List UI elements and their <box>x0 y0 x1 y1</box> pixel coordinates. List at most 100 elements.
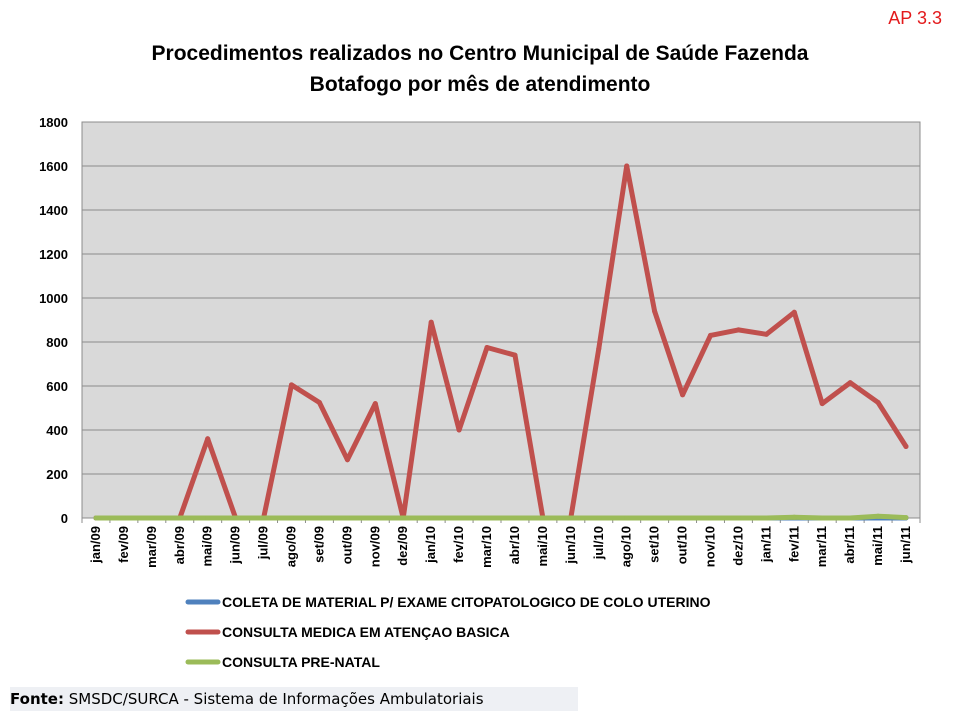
y-tick-label: 1400 <box>39 203 68 218</box>
x-tick-label: mar/10 <box>479 526 494 568</box>
x-tick-label: jul/09 <box>256 526 271 560</box>
corner-tag: AP 3.3 <box>888 8 942 28</box>
series-2-point <box>680 392 686 398</box>
x-tick-label: dez/10 <box>730 526 745 566</box>
series-2-point <box>596 346 602 352</box>
series-2-point <box>652 308 658 314</box>
x-tick-label: nov/10 <box>703 526 718 567</box>
series-3-point <box>763 515 769 521</box>
series-3-point <box>484 515 490 521</box>
y-tick-label: 400 <box>46 423 68 438</box>
source-text: SMSDC/SURCA - Sistema de Informações Amb… <box>68 690 484 708</box>
source-note: Fonte: SMSDC/SURCA - Sistema de Informaç… <box>10 687 578 711</box>
series-2-point <box>735 327 741 333</box>
source-prefix: Fonte: <box>10 690 64 708</box>
series-lines <box>93 163 909 521</box>
series-3-point <box>428 515 434 521</box>
series-2-point <box>903 444 909 449</box>
series-3-point <box>289 515 294 521</box>
gridlines <box>82 121 920 475</box>
x-tick-label: jun/11 <box>898 526 913 564</box>
x-tick-label: fev/10 <box>451 526 466 563</box>
series-3-point <box>456 515 462 521</box>
y-tick-label: 600 <box>46 379 68 394</box>
series-2-point <box>763 331 769 337</box>
series-2-point <box>205 436 211 442</box>
x-tick-label: mai/09 <box>200 526 215 566</box>
series-2-point <box>316 400 322 405</box>
y-tick-label: 0 <box>61 511 68 526</box>
legend: COLETA DE MATERIAL P/ EXAME CITOPATOLOGI… <box>185 594 711 670</box>
x-tick-label: set/10 <box>647 526 662 563</box>
series-2-point <box>819 401 825 407</box>
series-2-point <box>875 400 881 405</box>
x-tick-label: nov/09 <box>367 526 382 567</box>
series-3-point <box>205 515 211 521</box>
series-line-3 <box>93 513 909 521</box>
x-tick-label: mar/11 <box>814 526 829 567</box>
x-tick-label: ago/09 <box>284 526 299 567</box>
series-2-point <box>372 401 378 407</box>
series-3-point <box>121 515 127 521</box>
series-3-point <box>93 515 99 521</box>
series-3-point <box>708 515 713 521</box>
series-2-point <box>344 457 350 463</box>
chart-title-line1: Procedimentos realizados no Centro Munic… <box>151 42 809 65</box>
x-tick-label: ago/10 <box>619 526 634 567</box>
y-tick-label: 200 <box>46 467 68 482</box>
series-3-point <box>903 515 909 521</box>
x-tick-label: mai/10 <box>535 526 550 566</box>
series-3-point <box>372 515 378 521</box>
series-2-point <box>512 352 518 358</box>
series-2-point <box>624 163 630 169</box>
series-3-point <box>233 515 239 521</box>
series-3-point <box>540 515 546 521</box>
series-2-point <box>847 380 853 386</box>
x-tick-label: jun/09 <box>228 526 243 565</box>
series-2-point <box>289 382 294 388</box>
series-2-point <box>484 345 490 350</box>
series-3-point <box>344 515 350 521</box>
series-2-point <box>791 309 797 315</box>
x-tick-label: out/09 <box>339 526 354 564</box>
plot-area <box>81 121 921 519</box>
legend-label-1: COLETA DE MATERIAL P/ EXAME CITOPATOLOGI… <box>222 594 711 610</box>
x-tick-label: abr/09 <box>172 526 187 564</box>
x-tick-label: jan/10 <box>423 526 438 564</box>
series-3-point <box>875 513 881 519</box>
y-tick-label: 1000 <box>39 291 68 306</box>
x-tick-label: mai/11 <box>870 526 885 566</box>
series-3-point <box>791 514 797 520</box>
series-2-point <box>708 332 713 338</box>
x-tick-label: set/09 <box>311 526 326 563</box>
series-2-point <box>428 319 434 325</box>
legend-label-2: CONSULTA MEDICA EM ATENÇAO BASICA <box>222 624 510 640</box>
series-3-point <box>149 515 155 521</box>
series-3-point <box>512 515 518 521</box>
x-tick-label: jun/10 <box>563 526 578 565</box>
y-tick-label: 800 <box>46 335 68 350</box>
legend-label-3: CONSULTA PRE-NATAL <box>222 654 380 670</box>
x-tick-label: jan/09 <box>88 526 103 564</box>
y-tick-label: 1800 <box>39 115 68 130</box>
series-3-point <box>652 515 658 521</box>
series-2-point <box>456 427 462 433</box>
series-3-point <box>680 515 686 521</box>
series-3-point <box>261 515 267 521</box>
x-tick-label: jul/10 <box>591 526 606 560</box>
x-tick-label: jan/11 <box>758 526 773 563</box>
series-3-point <box>177 515 183 521</box>
x-tick-label: abr/11 <box>842 526 857 564</box>
axes: 0 200 400 600 800 1000 1200 1400 1600 1800 jan/09 f… <box>39 115 921 568</box>
x-tick-label: fev/11 <box>786 526 801 562</box>
y-tick-label: 1600 <box>39 159 68 174</box>
series-3-point <box>735 515 741 521</box>
y-tick-label: 1200 <box>39 247 68 262</box>
series-3-point <box>568 515 574 521</box>
series-3-point <box>316 515 322 521</box>
x-tick-label: mar/09 <box>144 526 159 568</box>
x-tick-label: fev/09 <box>116 526 131 563</box>
series-3-point <box>596 515 602 521</box>
x-tick-label: dez/09 <box>395 526 410 566</box>
chart-title-line2: Botafogo por mês de atendimento <box>309 73 651 96</box>
